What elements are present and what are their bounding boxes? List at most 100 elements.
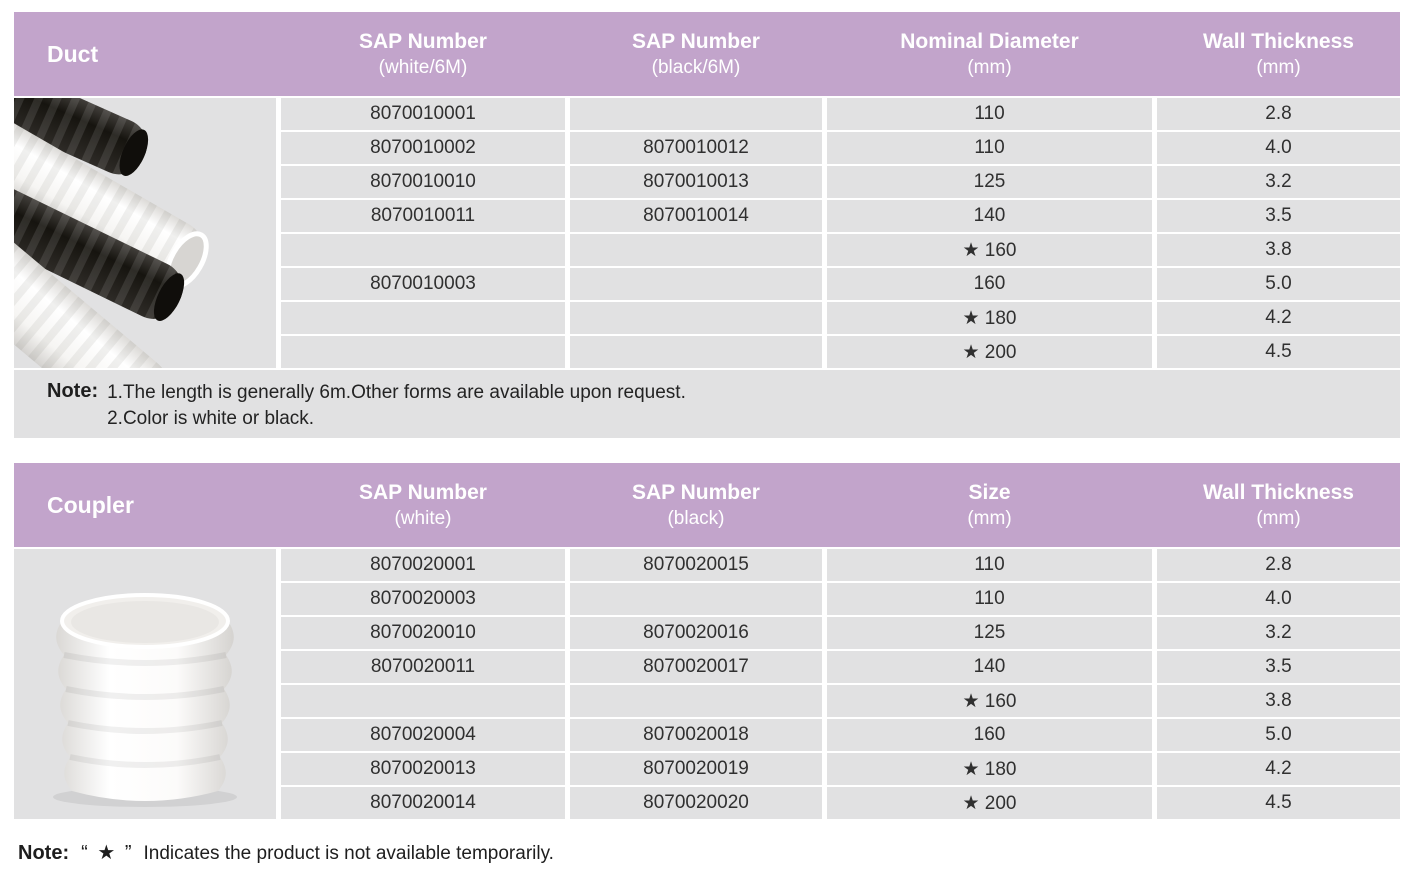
column-header-sap-white: SAP Number (white) <box>281 463 565 547</box>
column-sublabel: (mm) <box>967 508 1012 530</box>
cell-size: ★ 200 <box>827 336 1152 368</box>
cell-thickness: 4.5 <box>1157 787 1400 819</box>
column-sublabel: (black/6M) <box>651 57 741 79</box>
cell-size: 160 <box>827 719 1152 751</box>
duct-product-photo <box>14 98 276 368</box>
cell-size: ★ 180 <box>827 302 1152 334</box>
cell-sap-black <box>570 234 822 266</box>
coupler-table-body: 8070020001 8070020015 110 2.8 8070020003 110 4… <box>14 549 1400 819</box>
duct-title-cell: Duct <box>14 12 276 96</box>
cell-size: 110 <box>827 549 1152 581</box>
cell-sap-white <box>281 336 565 368</box>
cell-sap-black: 8070020016 <box>570 617 822 649</box>
column-label: SAP Number <box>632 480 760 504</box>
column-sublabel: (mm) <box>967 57 1012 79</box>
cell-sap-black <box>570 336 822 368</box>
coupler-title-cell: Coupler <box>14 463 276 547</box>
cell-thickness: 3.2 <box>1157 166 1400 198</box>
cell-thickness: 2.8 <box>1157 549 1400 581</box>
duct-table-header: Duct SAP Number (white/6M) SAP Number (b… <box>14 12 1400 96</box>
cell-thickness: 3.5 <box>1157 651 1400 683</box>
column-header-sap-black: SAP Number (black) <box>570 463 822 547</box>
cell-thickness: 5.0 <box>1157 268 1400 300</box>
column-sublabel: (mm) <box>1256 57 1301 79</box>
note-text: Indicates the product is not available t… <box>143 843 554 864</box>
cell-sap-black <box>570 302 822 334</box>
cell-sap-black <box>570 685 822 717</box>
cell-thickness: 3.2 <box>1157 617 1400 649</box>
column-label: SAP Number <box>359 480 487 504</box>
cell-sap-black: 8070020019 <box>570 753 822 785</box>
cell-size: 140 <box>827 651 1152 683</box>
note-label: Note: <box>47 380 99 402</box>
cell-sap-black: 8070020015 <box>570 549 822 581</box>
note-line: 2.Color is white or black. <box>107 408 315 430</box>
column-header-wall-thickness: Wall Thickness (mm) <box>1157 12 1400 96</box>
cell-sap-black <box>570 98 822 130</box>
coupler-table: Coupler SAP Number (white) SAP Number (b… <box>14 463 1400 819</box>
cell-size: 110 <box>827 98 1152 130</box>
column-label: Wall Thickness <box>1203 480 1354 504</box>
cell-size: ★ 200 <box>827 787 1152 819</box>
column-sublabel: (mm) <box>1256 508 1301 530</box>
cell-sap-black: 8070020018 <box>570 719 822 751</box>
cell-sap-black: 8070010013 <box>570 166 822 198</box>
cell-thickness: 4.0 <box>1157 132 1400 164</box>
cell-sap-white <box>281 685 565 717</box>
cell-sap-white: 8070010010 <box>281 166 565 198</box>
cell-sap-white: 8070020011 <box>281 651 565 683</box>
cell-thickness: 3.8 <box>1157 234 1400 266</box>
duct-pipes-illustration <box>14 98 276 368</box>
cell-size: 140 <box>827 200 1152 232</box>
cell-thickness: 4.5 <box>1157 336 1400 368</box>
duct-table-body: 8070010001 110 2.8 8070010002 8070010012 110 4… <box>14 98 1400 368</box>
cell-size: ★ 180 <box>827 753 1152 785</box>
cell-sap-white <box>281 302 565 334</box>
column-header-size: Size (mm) <box>827 463 1152 547</box>
cell-thickness: 4.0 <box>1157 583 1400 615</box>
cell-sap-white: 8070010001 <box>281 98 565 130</box>
cell-sap-black: 8070020020 <box>570 787 822 819</box>
cell-thickness: 4.2 <box>1157 302 1400 334</box>
cell-sap-black: 8070010012 <box>570 132 822 164</box>
cell-thickness: 5.0 <box>1157 719 1400 751</box>
cell-size: 110 <box>827 132 1152 164</box>
duct-note: Note: 1.The length is generally 6m.Other… <box>14 370 1400 438</box>
availability-note: Note: “ ★ ” Indicates the product is not… <box>18 840 554 865</box>
cell-thickness: 3.5 <box>1157 200 1400 232</box>
cell-thickness: 2.8 <box>1157 98 1400 130</box>
column-label: Wall Thickness <box>1203 29 1354 53</box>
cell-sap-white: 8070020003 <box>281 583 565 615</box>
cell-sap-black <box>570 583 822 615</box>
cell-sap-white: 8070020010 <box>281 617 565 649</box>
duct-table: Duct SAP Number (white/6M) SAP Number (b… <box>14 12 1400 438</box>
cell-size: 110 <box>827 583 1152 615</box>
cell-sap-white <box>281 234 565 266</box>
duct-table-title: Duct <box>47 40 99 67</box>
column-header-wall-thickness: Wall Thickness (mm) <box>1157 463 1400 547</box>
cell-sap-white: 8070010011 <box>281 200 565 232</box>
cell-size: 160 <box>827 268 1152 300</box>
column-sublabel: (white) <box>394 508 452 530</box>
cell-sap-white: 8070020001 <box>281 549 565 581</box>
column-header-sap-white: SAP Number (white/6M) <box>281 12 565 96</box>
cell-size: ★ 160 <box>827 685 1152 717</box>
cell-sap-white: 8070010002 <box>281 132 565 164</box>
note-label: Note: <box>18 842 70 864</box>
cell-size: ★ 160 <box>827 234 1152 266</box>
cell-thickness: 3.8 <box>1157 685 1400 717</box>
coupler-illustration <box>14 549 276 819</box>
column-header-sap-black: SAP Number (black/6M) <box>570 12 822 96</box>
cell-sap-white: 8070020013 <box>281 753 565 785</box>
column-sublabel: (white/6M) <box>378 57 468 79</box>
note-line: 1.The length is generally 6m.Other forms… <box>107 382 686 403</box>
cell-size: 125 <box>827 617 1152 649</box>
coupler-table-header: Coupler SAP Number (white) SAP Number (b… <box>14 463 1400 547</box>
cell-sap-white: 8070020014 <box>281 787 565 819</box>
cell-sap-black: 8070010014 <box>570 200 822 232</box>
column-label: Size <box>968 480 1011 504</box>
cell-sap-white: 8070020004 <box>281 719 565 751</box>
coupler-product-photo <box>14 549 276 819</box>
note-lines: 1.The length is generally 6m.Other forms… <box>107 380 686 432</box>
